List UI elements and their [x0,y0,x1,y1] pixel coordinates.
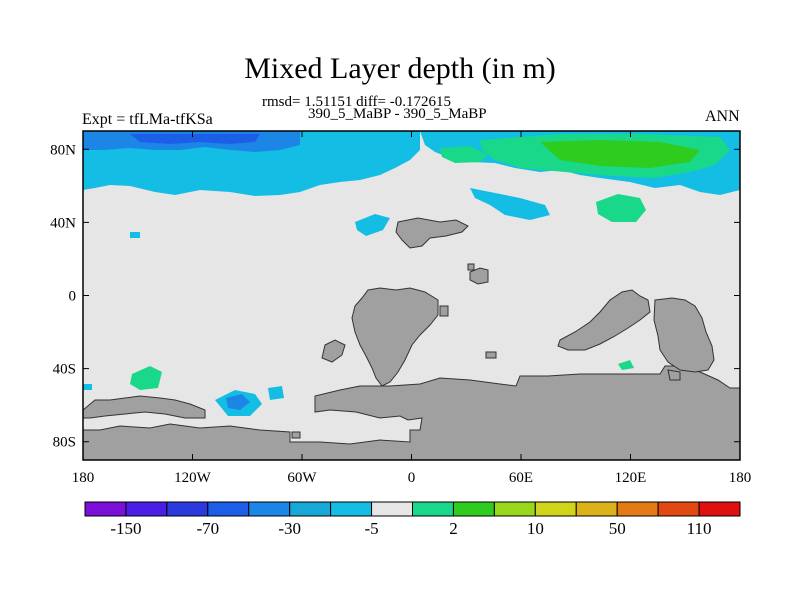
experiment-label: Expt = tfLMa-tfKSa [82,111,213,128]
land-small-island-c [467,263,475,271]
colorbar-swatch [657,501,700,517]
y-tick-label: 40S [53,362,76,378]
contour-patch-pos10-arctic [540,140,700,168]
colorbar-swatch [125,501,168,517]
x-tick-label: 60W [287,470,317,486]
land-africa [351,287,439,387]
y-tick-label: 40N [50,215,76,231]
x-tick-label: 120E [615,470,647,486]
x-tick-label: 0 [408,470,416,486]
y-tick-label: 80S [53,435,76,451]
colorbar-label: -150 [110,519,141,538]
contour-fill-layer [83,131,740,416]
colorbar-swatch [698,501,741,517]
contour-patch-neg30-south-peninsula [226,394,250,410]
figure-title: Mixed Layer depth (in m) [244,52,556,85]
colorbar-swatch [575,501,618,517]
colorbar-swatch [84,501,127,517]
x-tick-label: 180 [729,470,752,486]
land-small-island-d [291,431,301,439]
colorbar-label: -70 [196,519,219,538]
season-label: ANN [705,108,740,125]
contour-patch-pos2-southern-indian [618,360,634,370]
colorbar-swatch [452,501,495,517]
colorbar-swatch [289,501,332,517]
land-mask-layer [83,217,740,460]
colorbar-swatch [330,501,373,517]
colorbar-swatch [248,501,291,517]
land-small-island-e [667,369,681,381]
contour-patch-pos2-south-pacific [130,366,162,390]
contour-patch-pos2-east-greenland [440,146,488,163]
colorbar-label: 10 [527,519,544,538]
land-south-america [321,339,346,363]
colorbar-swatch [371,501,413,517]
x-tick-label: 180 [72,470,95,486]
y-tick-label: 0 [69,289,77,305]
colorbar-swatch [616,501,659,517]
case-label: 390_5_MaBP - 390_5_MaBP [308,106,487,122]
land-arabia [395,217,469,249]
colorbar-label: -5 [364,519,378,538]
land-south-america-tip [83,395,206,419]
contour-patch-neg5-southern-tiny [83,384,92,390]
colorbar-swatch [166,501,209,517]
colorbar-label: 2 [449,519,458,538]
land-australia [557,289,651,351]
colorbar-swatch [412,501,454,517]
land-small-island-b [439,305,449,317]
y-tick-label: 80N [50,142,76,158]
land-new-guinea-east [653,297,715,373]
land-india-tip [469,267,489,285]
contour-patch-neg5-atlantic-small [355,214,390,236]
land-small-island-a [485,351,497,359]
contour-patch-pos2-npacific [596,194,646,222]
contour-patch-neg5-south-small [268,386,284,400]
colorbar-label: 50 [609,519,626,538]
stats-label: rmsd= 1.51151 diff= -0.172615 [262,94,451,110]
colorbar: -150 -70 -30 -5 2 10 50 110 [84,501,741,538]
x-axis-ticks: 180 120W 60W 0 60E 120E 180 [72,131,752,486]
colorbar-swatch [207,501,250,517]
x-tick-label: 120W [174,470,212,486]
colorbar-label: 110 [687,519,712,538]
colorbar-swatch [534,501,577,517]
contour-patch-neg70-north-west [130,134,260,144]
colorbar-label: -30 [278,519,301,538]
colorbar-swatch [493,501,536,517]
land-antarctica [83,365,740,460]
contour-patch-neg5-north-pacific-mid [470,188,550,220]
y-axis-ticks: 80N 40N 0 40S 80S [50,142,740,451]
x-tick-label: 60E [509,470,533,486]
contour-patch-neg5-atlantic-tiny [130,232,140,238]
